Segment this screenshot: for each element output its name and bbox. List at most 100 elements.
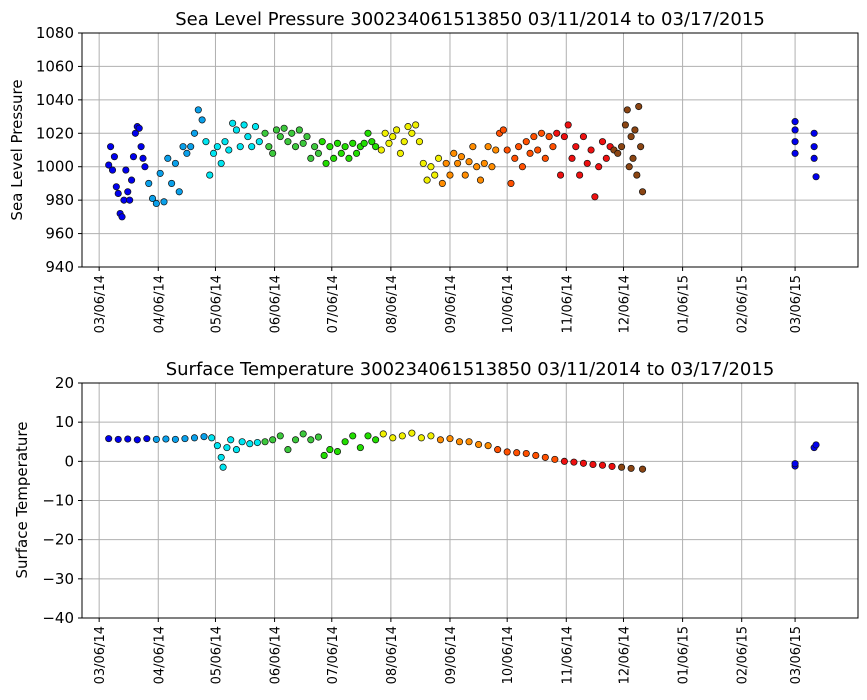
data-point <box>446 435 454 443</box>
x-tick-label: 06/06/14 <box>269 626 284 684</box>
data-point <box>253 438 261 447</box>
data-point <box>314 149 322 157</box>
data-point <box>141 163 149 171</box>
data-point <box>427 163 435 171</box>
data-point <box>627 464 635 472</box>
x-tick-label: 02/06/15 <box>736 626 751 684</box>
data-point <box>572 143 580 151</box>
data-point <box>244 133 252 141</box>
data-point <box>208 434 216 442</box>
data-point <box>608 462 616 470</box>
data-point <box>341 143 349 151</box>
data-point <box>326 446 334 454</box>
data-point <box>124 435 132 443</box>
data-point <box>377 146 385 154</box>
data-point <box>114 189 122 198</box>
x-tick-label: 01/06/15 <box>677 626 692 684</box>
data-point <box>791 460 799 468</box>
x-tick-label: 05/06/14 <box>209 626 224 684</box>
data-point <box>124 188 132 196</box>
data-point <box>326 143 334 151</box>
x-tick-label: 02/06/15 <box>736 275 751 333</box>
data-point <box>128 176 136 184</box>
x-tick-label: 12/06/14 <box>617 626 632 684</box>
data-point <box>633 171 641 179</box>
data-point <box>438 179 446 187</box>
data-point <box>631 126 639 134</box>
data-point <box>515 143 523 151</box>
data-point <box>423 176 431 184</box>
data-point <box>122 166 130 174</box>
data-point <box>198 116 206 124</box>
data-point <box>291 143 300 151</box>
x-tick-label: 10/06/14 <box>501 626 516 684</box>
x-tick-label: 09/06/14 <box>444 626 459 684</box>
data-point <box>223 444 231 452</box>
data-point <box>181 435 189 443</box>
temperature-chart: Surface Temperature 300234061513850 03/1… <box>13 359 859 684</box>
data-point <box>349 139 357 147</box>
data-point <box>408 429 416 437</box>
y-tick-label: 1040 <box>36 91 74 109</box>
data-point <box>589 460 597 469</box>
data-point <box>299 139 307 147</box>
x-tick-label: 07/06/14 <box>326 626 341 684</box>
x-tick-label: 06/06/14 <box>269 275 284 333</box>
data-point <box>160 198 168 206</box>
data-point <box>812 441 820 449</box>
x-tick-label: 05/06/14 <box>209 275 224 333</box>
data-point <box>404 123 412 131</box>
y-tick-label: 20 <box>55 374 74 392</box>
x-tick-label: 03/06/15 <box>789 626 804 684</box>
data-point <box>576 171 584 179</box>
data-point <box>139 154 147 162</box>
data-point <box>232 446 240 454</box>
temperature-y-ticks: −40 −30 −20 −10 0 10 20 <box>42 374 82 627</box>
data-point <box>135 124 143 132</box>
data-point <box>385 139 393 147</box>
data-point <box>434 154 443 162</box>
data-point <box>217 159 225 167</box>
pressure-y-ticks: 940 960 980 1000 1020 1040 1060 1080 <box>36 24 82 276</box>
data-point <box>465 438 473 446</box>
data-point <box>368 138 376 146</box>
data-point <box>396 149 404 157</box>
data-point <box>499 126 507 134</box>
y-tick-label: −10 <box>42 492 74 510</box>
x-tick-label: 12/06/14 <box>617 275 632 333</box>
data-point <box>389 434 397 442</box>
data-point <box>522 138 530 146</box>
data-point <box>442 159 450 167</box>
pressure-y-axis-label: Sea Level Pressure <box>8 79 26 220</box>
data-point <box>530 133 538 141</box>
data-point <box>156 169 164 177</box>
y-tick-label: −40 <box>42 609 74 627</box>
data-point <box>560 133 568 141</box>
data-point <box>484 442 492 450</box>
data-point <box>137 143 145 151</box>
data-point <box>541 154 549 162</box>
data-point <box>221 138 229 146</box>
data-point <box>557 171 565 179</box>
data-point <box>118 213 126 221</box>
data-point <box>381 129 389 137</box>
x-tick-label: 04/06/14 <box>152 626 167 684</box>
data-point <box>522 449 530 458</box>
data-point <box>171 159 179 167</box>
data-point <box>280 124 288 132</box>
pressure-x-ticks: 03/06/14 04/06/14 05/06/14 06/06/14 07/06/14… <box>93 267 804 333</box>
data-point <box>431 171 439 179</box>
data-point <box>379 430 387 438</box>
data-point <box>446 171 454 179</box>
x-tick-label: 11/06/14 <box>560 626 575 684</box>
data-point <box>307 436 315 444</box>
data-point <box>625 163 633 171</box>
data-point <box>295 126 303 134</box>
data-point <box>570 458 578 466</box>
data-point <box>598 138 607 146</box>
data-point <box>791 126 799 134</box>
data-point <box>461 171 469 179</box>
data-point <box>419 159 427 167</box>
data-point <box>436 436 444 444</box>
data-point <box>360 139 368 147</box>
